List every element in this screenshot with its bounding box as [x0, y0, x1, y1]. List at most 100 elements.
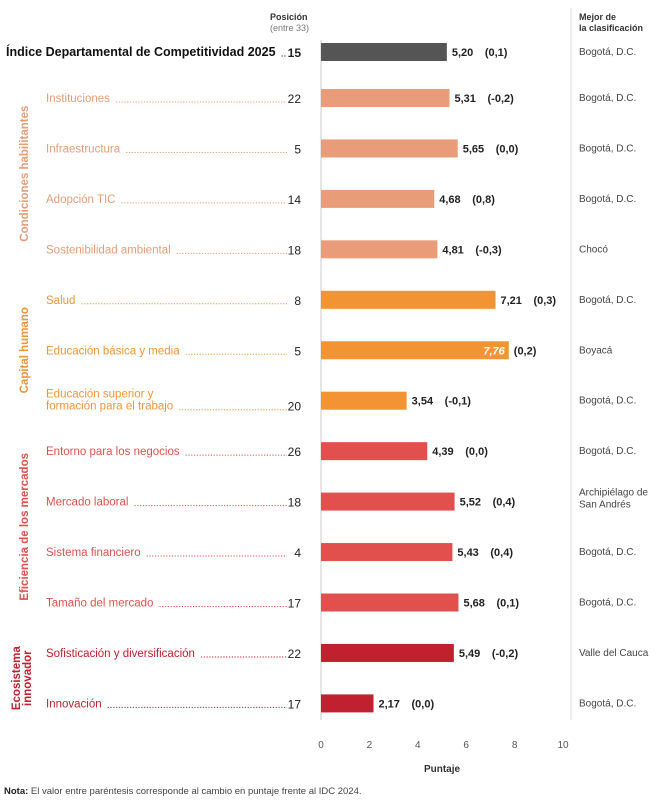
- best-region-8: San Andrés: [579, 500, 631, 511]
- best-region-7: Bogotá, D.C.: [579, 446, 636, 457]
- best-region-2: Bogotá, D.C.: [579, 194, 636, 205]
- best-region-8: Archipiélago de: [579, 488, 648, 499]
- best-header: Mejor de la clasificación: [579, 12, 643, 34]
- change-label-1: (0,0): [496, 143, 519, 155]
- value-label-4: 7,21: [500, 295, 521, 307]
- value-label-8: 5,52: [460, 497, 481, 509]
- position-value-1: 5: [294, 142, 301, 156]
- position-value-12: 17: [288, 697, 302, 711]
- best-header-line1: Mejor de: [579, 12, 617, 22]
- group-label-0: Condiciones habilitantes: [19, 106, 31, 242]
- change-label-2: (0,8): [472, 194, 495, 206]
- change-label-6: (-0,1): [445, 396, 472, 408]
- change-label-8: (0,4): [493, 497, 516, 509]
- value-label-0: 5,31: [455, 93, 476, 105]
- position-value-0: 22: [288, 92, 302, 106]
- change-label-10: (0,1): [496, 598, 519, 610]
- best-region-0: Bogotá, D.C.: [579, 93, 636, 104]
- value-label-11: 5,49: [459, 648, 480, 660]
- row-label-12: Innovación: [46, 698, 102, 710]
- bar-1: [321, 139, 458, 158]
- group-label-2: Eficiencia de los mercados: [19, 453, 31, 601]
- bar-0: [321, 89, 450, 107]
- bar-10: [321, 593, 459, 612]
- position-header: Posición (entre 33): [270, 12, 309, 34]
- x-tick-4: 4: [415, 740, 421, 751]
- bar-3: [321, 240, 438, 259]
- row-label-6: Educación superior y: [46, 389, 154, 401]
- best-region-11: Valle del Cauca: [579, 648, 649, 659]
- group-label-3: Ecosistema: [11, 646, 23, 711]
- row-label-index: Índice Departamental de Competitividad 2…: [6, 44, 276, 59]
- position-value-7: 26: [288, 445, 302, 459]
- x-tick-10: 10: [557, 740, 569, 751]
- x-axis-label: Puntaje: [424, 764, 461, 775]
- position-value-3: 18: [288, 243, 302, 257]
- change-label-4: (0,3): [533, 295, 556, 307]
- row-label-5: Educación básica y media: [46, 345, 180, 357]
- row-label-8: Mercado laboral: [46, 497, 128, 509]
- x-tick-8: 8: [512, 740, 518, 751]
- value-label-1: 5,65: [463, 143, 484, 155]
- row-label-9: Sistema financiero: [46, 547, 141, 559]
- value-label-3: 4,81: [442, 244, 463, 256]
- best-region-9: Bogotá, D.C.: [579, 547, 636, 558]
- best-region-5: Boyacá: [579, 345, 613, 356]
- row-label-7: Entorno para los negocios: [46, 446, 180, 458]
- bar-8: [321, 492, 455, 511]
- bar-2: [321, 189, 435, 208]
- value-label-7: 4,39: [432, 446, 453, 458]
- bar-9: [321, 543, 453, 562]
- position-header-sub: (entre 33): [270, 23, 310, 33]
- footnote-text: El valor entre paréntesis corresponde al…: [28, 786, 362, 797]
- position-value-4: 8: [294, 294, 301, 308]
- value-label-2: 4,68: [439, 194, 460, 206]
- position-value-8: 18: [288, 496, 302, 510]
- row-label-11: Sofisticación y diversificación: [46, 648, 195, 660]
- position-value-6: 20: [288, 400, 302, 414]
- value-label-12: 2,17: [379, 698, 400, 710]
- group-label-3: innovador: [22, 650, 34, 706]
- best-header-line2: la clasificación: [579, 23, 644, 33]
- x-tick-2: 2: [367, 740, 373, 751]
- change-label-12: (0,0): [412, 698, 435, 710]
- bar-5: [321, 341, 509, 360]
- change-label-index: (0,1): [485, 47, 508, 59]
- group-label-1: Capital humano: [19, 307, 31, 393]
- best-region-12: Bogotá, D.C.: [579, 698, 636, 709]
- position-header-label: Posición: [270, 12, 308, 22]
- best-region-4: Bogotá, D.C.: [579, 295, 636, 306]
- row-label-4: Salud: [46, 295, 75, 307]
- change-label-7: (0,0): [465, 446, 488, 458]
- change-label-0: (-0,2): [488, 93, 515, 105]
- best-region-6: Bogotá, D.C.: [579, 396, 636, 407]
- bar-6: [321, 391, 407, 410]
- row-label-2: Adopción TIC: [46, 194, 115, 206]
- position-value-11: 22: [288, 647, 302, 661]
- value-label-index: 5,20: [452, 47, 473, 59]
- bar-index: [321, 43, 447, 61]
- footnote: Nota: El valor entre paréntesis correspo…: [4, 786, 362, 797]
- best-region-10: Bogotá, D.C.: [579, 598, 636, 609]
- change-label-5: (0,2): [514, 345, 537, 357]
- bar-12: [321, 694, 374, 713]
- row-label-6: formación para el trabajo: [46, 401, 173, 413]
- position-value-10: 17: [288, 597, 302, 611]
- value-label-10: 5,68: [463, 598, 484, 610]
- row-label-1: Infraestructura: [46, 143, 121, 155]
- best-region-3: Chocó: [579, 244, 608, 255]
- bar-11: [321, 643, 454, 662]
- x-tick-0: 0: [318, 740, 324, 751]
- row-label-0: Instituciones: [46, 93, 110, 105]
- value-label-9: 5,43: [457, 547, 478, 559]
- x-tick-6: 6: [463, 740, 469, 751]
- position-value-index: 15: [288, 46, 302, 60]
- change-label-9: (0,4): [490, 547, 513, 559]
- footnote-prefix: Nota:: [4, 786, 29, 797]
- best-region-1: Bogotá, D.C.: [579, 143, 636, 154]
- competitiveness-bar-chart: Índice Departamental de Competitividad 2…: [6, 8, 649, 775]
- bar-7: [321, 442, 428, 461]
- bar-4: [321, 290, 496, 309]
- row-label-3: Sostenibilidad ambiental: [46, 244, 171, 256]
- change-label-11: (-0,2): [492, 648, 519, 660]
